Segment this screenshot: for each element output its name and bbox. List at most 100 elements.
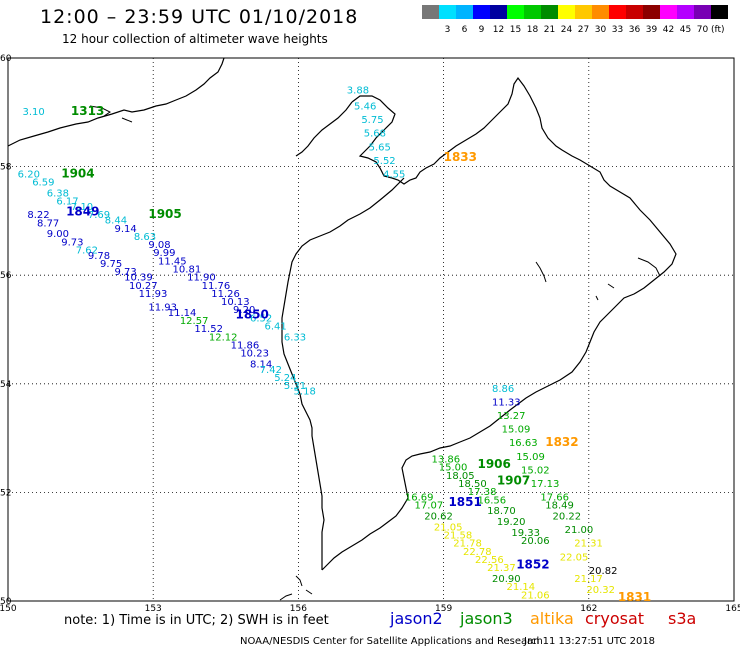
wave-height-value: 11.26 [211, 289, 240, 300]
lat-tick-label: 56 [0, 271, 12, 281]
wave-height-value: 9.08 [148, 240, 170, 251]
scale-swatch [490, 5, 507, 19]
wave-height-value: 21.06 [521, 590, 550, 601]
wave-height-value: 21.78 [453, 539, 482, 550]
lon-tick-label: 153 [145, 604, 162, 614]
wave-height-value: 5.65 [369, 142, 391, 153]
wave-height-value: 20.22 [553, 512, 582, 523]
wave-height-value: 8.77 [37, 218, 59, 229]
wave-height-value: 9.73 [114, 267, 136, 278]
wave-height-value: 13.86 [432, 455, 461, 466]
scale-tick-label: 42 [663, 25, 674, 35]
pass-number-label: 1313 [71, 104, 104, 118]
wave-height-value: 16.69 [405, 493, 434, 504]
wave-height-value: 10.27 [129, 281, 158, 292]
wave-height-value: 8.22 [27, 210, 49, 221]
scale-unit-label: (ft) [711, 25, 725, 35]
pass-number-label: 1849 [66, 204, 99, 218]
wave-height-value: 11.90 [187, 273, 216, 284]
scale-swatch [609, 5, 626, 19]
wave-height-value: 7.10 [71, 202, 93, 213]
wave-height-value: 9.00 [47, 229, 69, 240]
wave-height-value: 6.52 [250, 313, 272, 324]
wave-height-value: 17.13 [531, 479, 560, 490]
shantar-island [89, 105, 133, 123]
scale-swatch [422, 5, 439, 19]
wave-height-value: 10.13 [221, 297, 250, 308]
wave-height-value: 18.50 [458, 479, 487, 490]
scale-swatch [558, 5, 575, 19]
scale-tick-label: 15 [510, 25, 521, 35]
legend-jason3: jason3 [460, 609, 513, 628]
wave-height-value: 3.88 [347, 85, 369, 96]
kamchatka-coastline [321, 76, 677, 571]
lat-tick-label: 60 [0, 54, 12, 64]
wave-height-value: 21.05 [434, 522, 463, 533]
wave-height-value: 11.86 [231, 341, 260, 352]
wave-height-value: 22.05 [560, 552, 589, 563]
wave-height-value: 10.23 [240, 349, 269, 360]
pass-number-label: 1905 [148, 207, 181, 221]
wave-height-value: 15.00 [439, 463, 468, 474]
okhotsk-west-coastline [7, 57, 225, 147]
wave-height-value: 11.93 [148, 302, 177, 313]
wave-height-value: 10.81 [173, 264, 202, 275]
wave-height-value: 13.27 [497, 411, 526, 422]
scale-tick-label: 3 [445, 25, 451, 35]
scale-swatch [456, 5, 473, 19]
wave-height-value: 21.58 [444, 531, 473, 542]
wave-height-value: 9.14 [114, 224, 136, 235]
wave-height-value: 6.20 [18, 169, 40, 180]
wave-height-value: 3.10 [23, 107, 45, 118]
color-scale-legend: 3 6 9 12 15 18 21 24 27 30 33 36 39 42 45 70 (ft) [422, 5, 728, 35]
lon-tick-label: 165 [725, 604, 740, 614]
lon-tick-label: 156 [290, 604, 307, 614]
wave-height-value: 20.62 [424, 512, 453, 523]
scale-swatch [677, 5, 694, 19]
karaginsky-island [535, 261, 547, 283]
wave-height-value: 8.44 [105, 216, 127, 227]
wave-height-value: 5.18 [294, 387, 316, 398]
scale-swatch [643, 5, 660, 19]
wave-height-value: 17.38 [468, 487, 497, 498]
scale-swatch [473, 5, 490, 19]
wave-height-value: 17.07 [415, 501, 444, 512]
lat-tick-label: 58 [0, 163, 12, 173]
scale-swatch [524, 5, 541, 19]
wave-height-value: 9.99 [153, 248, 175, 259]
wave-height-value: 11.45 [158, 256, 187, 267]
scale-tick-label: 70 [697, 25, 709, 35]
scale-tick-label: 45 [680, 25, 691, 35]
legend-jason2: jason2 [390, 609, 443, 628]
kamchatka-west-coastline [281, 177, 405, 570]
scale-swatch [507, 5, 524, 19]
commander-islands [595, 257, 661, 301]
map-frame [7, 57, 735, 602]
lat-tick-label: 54 [0, 380, 12, 390]
wave-height-value: 8.63 [134, 232, 156, 243]
pass-number-label: 1907 [497, 473, 530, 487]
wave-height-value: 11.93 [139, 289, 168, 300]
wave-height-value: 20.06 [521, 536, 550, 547]
wave-height-value: 18.49 [545, 501, 574, 512]
wave-height-value: 5.75 [361, 115, 383, 126]
scale-tick-label: 36 [629, 25, 641, 35]
wave-height-value: 21.31 [574, 539, 603, 550]
page-subtitle: 12 hour collection of altimeter wave hei… [62, 32, 328, 46]
scale-swatch [592, 5, 609, 19]
scale-tick-label: 12 [493, 25, 504, 35]
scale-tick-label: 39 [646, 25, 658, 35]
legend-s3a: s3a [668, 609, 697, 628]
wave-height-value: 21.00 [565, 525, 594, 536]
wave-height-value: 15.09 [516, 452, 545, 463]
wave-height-value: 21.37 [487, 563, 516, 574]
wave-height-value: 20.90 [492, 574, 521, 585]
scale-tick-label: 9 [479, 25, 485, 35]
wave-height-value: 8.14 [250, 360, 272, 371]
pass-number-label: 1906 [477, 457, 510, 471]
scale-swatch [439, 5, 456, 19]
scale-tick-label: 6 [462, 25, 468, 35]
wave-height-value: 15.09 [502, 425, 531, 436]
wave-height-value: 6.59 [32, 178, 54, 189]
